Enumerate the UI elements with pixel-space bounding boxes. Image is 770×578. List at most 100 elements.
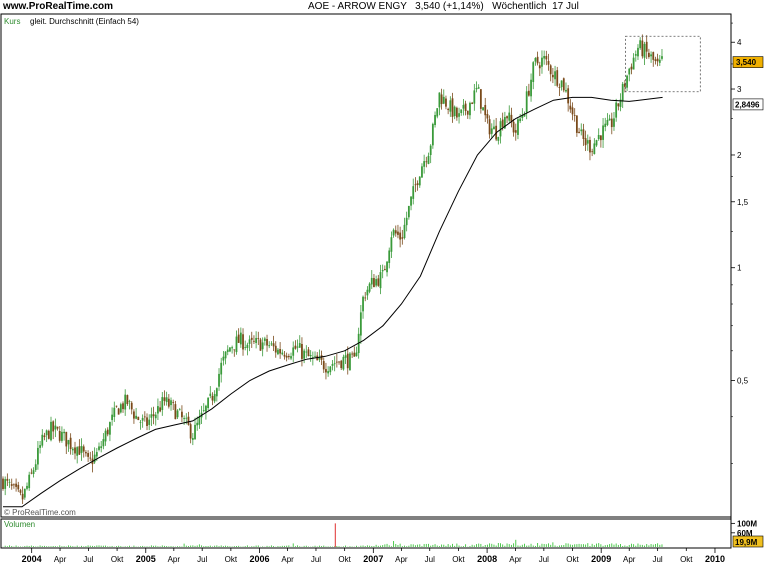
candle <box>148 414 151 431</box>
candle <box>32 467 35 478</box>
candle <box>344 350 347 365</box>
candle <box>237 328 240 344</box>
candle-body <box>388 250 391 263</box>
candle-body <box>87 453 90 457</box>
candle-body <box>401 237 404 239</box>
candle <box>654 56 657 65</box>
candle <box>139 420 142 430</box>
candle-body <box>115 405 118 407</box>
price-tick-label: 1,5 <box>737 198 749 207</box>
candle-body <box>34 464 37 471</box>
candle-body <box>229 347 231 352</box>
candle <box>4 476 7 496</box>
candle <box>28 471 31 491</box>
brand-link[interactable]: www.ProRealTime.com <box>3 1 114 12</box>
candle <box>541 50 543 74</box>
candle <box>362 295 364 319</box>
candle <box>263 336 266 346</box>
period-label: Wöchentlich <box>492 1 547 12</box>
candle-body <box>488 119 491 135</box>
candle <box>229 346 231 353</box>
candle-body <box>82 446 85 452</box>
time-tick-label: Okt <box>111 555 124 564</box>
candle-body <box>181 411 183 418</box>
candle-body <box>113 407 116 417</box>
time-tick-label: Okt <box>225 555 238 564</box>
candle-body <box>263 338 266 341</box>
candle <box>471 101 474 105</box>
candle-body <box>484 104 487 116</box>
candle-body <box>133 411 135 419</box>
candle <box>473 83 476 111</box>
candle <box>575 115 578 137</box>
candle-body <box>641 40 644 57</box>
candle <box>61 426 63 443</box>
candle <box>595 139 598 147</box>
candle <box>50 416 52 442</box>
candle-body <box>318 357 321 360</box>
candle-body <box>414 184 417 186</box>
candle-body <box>152 414 155 417</box>
candle <box>253 335 255 344</box>
candle-body <box>10 484 13 486</box>
candle-body <box>32 470 35 474</box>
candle-body <box>141 417 144 421</box>
candle-body <box>4 479 7 489</box>
candle <box>157 398 159 421</box>
candle-body <box>137 416 140 421</box>
candle <box>514 123 517 141</box>
candle-body <box>637 47 639 57</box>
candle <box>255 331 258 349</box>
candle-body <box>449 100 452 112</box>
candle-body <box>536 56 539 64</box>
candle <box>307 346 310 357</box>
candle-body <box>311 357 314 358</box>
candle-body <box>8 481 11 483</box>
candle-body <box>54 425 57 430</box>
selection-box[interactable] <box>625 35 701 93</box>
candle <box>506 115 508 123</box>
candle <box>159 401 162 413</box>
candle <box>224 351 227 365</box>
candle <box>493 119 495 130</box>
candle <box>320 350 323 365</box>
candle <box>364 291 367 302</box>
candle-body <box>104 430 107 442</box>
candle-body <box>623 83 626 87</box>
candle <box>466 110 469 119</box>
candle-body <box>647 52 650 57</box>
candle-body <box>335 361 338 363</box>
candle-body <box>506 116 508 119</box>
candle <box>52 420 55 440</box>
candle <box>510 107 513 128</box>
candle-body <box>569 105 572 110</box>
candle <box>314 351 316 359</box>
candle-body <box>233 349 236 351</box>
candle-body <box>198 417 201 425</box>
candle <box>93 447 96 464</box>
candle <box>346 346 349 375</box>
candle-body <box>287 355 290 358</box>
candle-body <box>23 488 26 498</box>
candle <box>431 122 434 149</box>
candle <box>292 341 295 363</box>
candle <box>429 144 432 164</box>
candle-body <box>615 102 618 118</box>
candle-body <box>244 347 247 348</box>
candle-body <box>403 224 406 239</box>
candle-body <box>473 90 476 104</box>
candle-body <box>109 422 111 435</box>
time-tick-label: Okt <box>452 555 465 564</box>
candle-body <box>364 297 367 299</box>
candle <box>41 429 44 448</box>
candle <box>416 180 419 191</box>
candle <box>104 428 107 446</box>
candle <box>338 361 340 365</box>
candle-body <box>165 397 168 403</box>
candle-body <box>416 183 419 185</box>
candle-body <box>410 196 412 206</box>
price-tick-label: 3 <box>737 85 742 94</box>
candle <box>497 136 500 145</box>
